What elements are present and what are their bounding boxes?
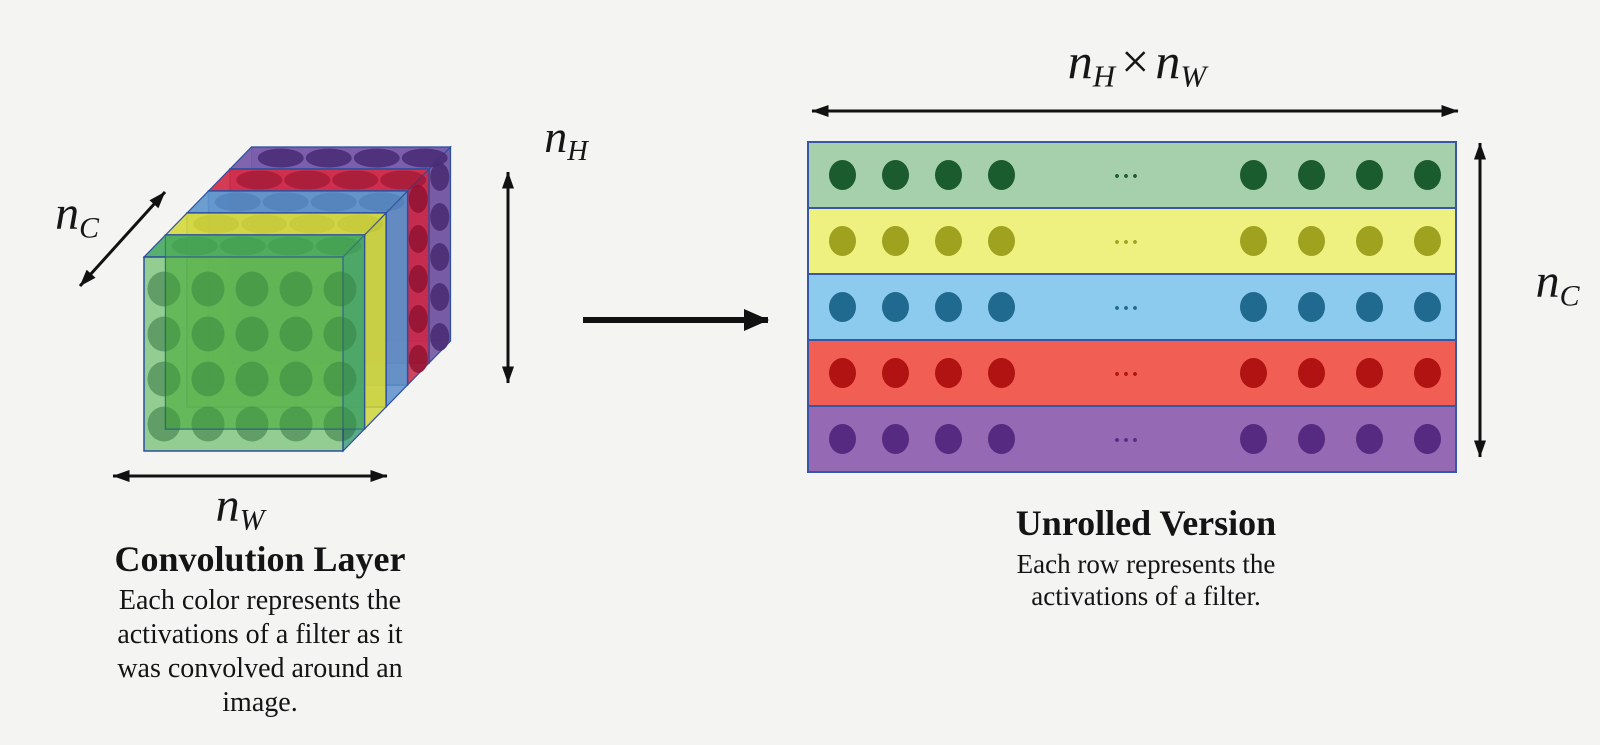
activation-dot bbox=[1356, 160, 1383, 190]
convolution-layer-title: Convolution Layer bbox=[114, 539, 406, 579]
activation-dot bbox=[882, 292, 909, 322]
activation-dot bbox=[935, 424, 962, 454]
activation-dot bbox=[1414, 226, 1441, 256]
caption-line: Each row represents the bbox=[1016, 548, 1276, 579]
nc-left-arrow bbox=[78, 190, 167, 288]
label-nc-left: nC bbox=[55, 187, 99, 245]
activation-dot bbox=[1240, 358, 1267, 388]
dot-group-left bbox=[829, 160, 1015, 190]
unrolled-matrix: ............... bbox=[807, 141, 1457, 473]
dot-group-right bbox=[1240, 358, 1441, 388]
label-nh: nH bbox=[544, 111, 588, 167]
activation-dot bbox=[882, 358, 909, 388]
dot-group-left bbox=[829, 424, 1015, 454]
activation-dot bbox=[988, 160, 1015, 190]
dot-group-left bbox=[829, 226, 1015, 256]
activation-dot bbox=[829, 424, 856, 454]
activation-dot bbox=[829, 358, 856, 388]
activation-dot bbox=[1298, 226, 1325, 256]
unrolled-version-caption: Unrolled Version Each row represents the… bbox=[946, 503, 1346, 612]
caption-line: image. bbox=[222, 686, 298, 718]
ellipsis: ... bbox=[1114, 224, 1141, 250]
activation-dot bbox=[935, 292, 962, 322]
activation-dot bbox=[935, 160, 962, 190]
unrolled-version-description: Each row represents the activations of a… bbox=[946, 548, 1346, 612]
dot-group-right bbox=[1240, 160, 1441, 190]
activation-dot bbox=[1356, 424, 1383, 454]
dot-group-left bbox=[829, 292, 1015, 322]
label-nw: nW bbox=[215, 479, 265, 537]
activation-dot bbox=[1356, 292, 1383, 322]
activation-dot bbox=[882, 226, 909, 256]
activation-dot bbox=[935, 358, 962, 388]
activation-dot bbox=[1414, 358, 1441, 388]
activation-dot bbox=[988, 424, 1015, 454]
activation-dot bbox=[1298, 160, 1325, 190]
activation-dot bbox=[829, 226, 856, 256]
label-nh-times-nw: nH × nW bbox=[1067, 33, 1207, 94]
convolution-cube bbox=[142, 145, 452, 453]
activation-dot bbox=[1240, 292, 1267, 322]
ellipsis: ... bbox=[1114, 158, 1141, 184]
activation-dot bbox=[1240, 160, 1267, 190]
activation-dot bbox=[988, 358, 1015, 388]
label-nc-right: nC bbox=[1535, 255, 1580, 313]
dot-group-right bbox=[1240, 292, 1441, 322]
caption-line: activations of a filter as it bbox=[117, 618, 403, 650]
ellipsis: ... bbox=[1114, 356, 1141, 382]
activation-dot bbox=[1356, 226, 1383, 256]
unrolled-row-purple: ... bbox=[807, 405, 1457, 473]
activation-dot bbox=[1298, 292, 1325, 322]
unrolled-row-green: ... bbox=[807, 141, 1457, 209]
ellipsis: ... bbox=[1114, 422, 1141, 448]
caption-line: activations of a filter. bbox=[1031, 580, 1261, 611]
caption-line: Each color represents the bbox=[118, 584, 402, 616]
activation-dot bbox=[1414, 424, 1441, 454]
activation-dot bbox=[829, 292, 856, 322]
caption-line: was convolved around an bbox=[117, 652, 403, 684]
activation-dot bbox=[882, 424, 909, 454]
activation-dot bbox=[1356, 358, 1383, 388]
ellipsis: ... bbox=[1114, 290, 1141, 316]
activation-dot bbox=[988, 226, 1015, 256]
dot-group-left bbox=[829, 358, 1015, 388]
activation-dot bbox=[882, 160, 909, 190]
activation-dot bbox=[1240, 226, 1267, 256]
cube-layer-green bbox=[142, 233, 366, 453]
dot-group-right bbox=[1240, 226, 1441, 256]
activation-dot bbox=[988, 292, 1015, 322]
convolution-layer-caption: Convolution Layer Each color represents … bbox=[60, 539, 460, 720]
convolution-layer-description: Each color represents the activations of… bbox=[60, 584, 460, 720]
dot-group-right bbox=[1240, 424, 1441, 454]
dimension-arrows bbox=[78, 105, 1486, 482]
activation-dot bbox=[1298, 424, 1325, 454]
activation-dot bbox=[1414, 160, 1441, 190]
activation-dot bbox=[1240, 424, 1267, 454]
unrolled-row-yellow: ... bbox=[807, 207, 1457, 275]
activation-dot bbox=[935, 226, 962, 256]
activation-dot bbox=[1298, 358, 1325, 388]
activation-dot bbox=[1414, 292, 1441, 322]
activation-dot bbox=[829, 160, 856, 190]
unrolled-row-red: ... bbox=[807, 339, 1457, 407]
unrolled-row-blue: ... bbox=[807, 273, 1457, 341]
unrolled-version-title: Unrolled Version bbox=[1015, 503, 1277, 543]
